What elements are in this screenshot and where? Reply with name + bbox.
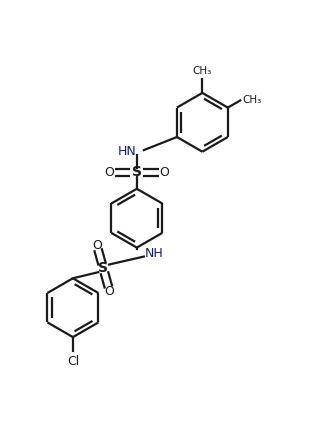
Text: O: O xyxy=(105,285,114,298)
Text: HN: HN xyxy=(118,144,137,157)
Text: S: S xyxy=(132,166,142,179)
Text: CH₃: CH₃ xyxy=(193,66,212,76)
Text: Cl: Cl xyxy=(67,355,79,368)
Text: O: O xyxy=(92,239,102,252)
Text: O: O xyxy=(105,166,114,179)
Text: NH: NH xyxy=(145,247,164,260)
Text: S: S xyxy=(98,261,108,275)
Text: CH₃: CH₃ xyxy=(243,95,262,105)
Text: O: O xyxy=(159,166,169,179)
